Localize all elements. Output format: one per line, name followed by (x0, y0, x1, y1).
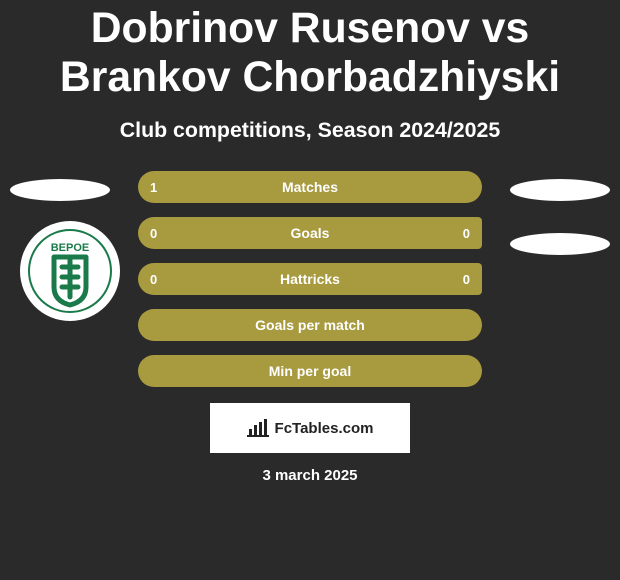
stat-value-left: 0 (150, 272, 157, 287)
left-player-oval (10, 179, 110, 201)
stat-value-left: 0 (150, 226, 157, 241)
page-subtitle: Club competitions, Season 2024/2025 (0, 118, 620, 143)
stat-label: Matches (282, 179, 338, 195)
barchart-icon (247, 419, 269, 437)
right-player-oval-2 (510, 233, 610, 255)
stat-bar-hattricks: 0 Hattricks 0 (138, 263, 482, 295)
stat-bar-matches: 1 Matches (138, 171, 482, 203)
footer-date: 3 march 2025 (0, 467, 620, 484)
stat-label: Goals (291, 225, 330, 241)
stat-label: Hattricks (280, 271, 340, 287)
stat-bar-goals: 0 Goals 0 (138, 217, 482, 249)
right-player-oval-1 (510, 179, 610, 201)
source-badge: FcTables.com (210, 403, 410, 453)
source-badge-text: FcTables.com (275, 420, 374, 437)
footer-date-text: 3 march 2025 (262, 467, 357, 484)
stat-value-right: 0 (463, 272, 470, 287)
title-text: Dobrinov Rusenov vs Brankov Chorbadzhiys… (60, 4, 560, 101)
crest-text: BEPOE (51, 242, 90, 254)
page-title: Dobrinov Rusenov vs Brankov Chorbadzhiys… (0, 0, 620, 102)
stat-bar-goals-per-match: Goals per match (138, 309, 482, 341)
stat-bar-min-per-goal: Min per goal (138, 355, 482, 387)
stat-value-left: 1 (150, 180, 157, 195)
stat-label: Min per goal (269, 363, 351, 379)
stat-label: Goals per match (255, 317, 365, 333)
club-crest-svg: BEPOE (28, 229, 112, 313)
subtitle-text: Club competitions, Season 2024/2025 (120, 118, 501, 142)
stat-bars: 1 Matches 0 Goals 0 0 Hattricks 0 Goals … (138, 171, 482, 387)
club-crest: BEPOE (20, 221, 120, 321)
stat-value-right: 0 (463, 226, 470, 241)
stats-area: BEPOE 1 Matches 0 Goals 0 0 Hattricks 0 … (0, 171, 620, 484)
